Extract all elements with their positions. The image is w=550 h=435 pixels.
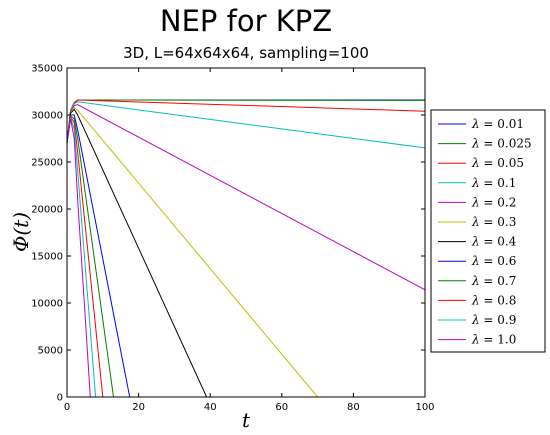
y-tick-label: 5000 — [38, 346, 63, 357]
y-tick-label: 35000 — [31, 64, 63, 75]
chart-title: NEP for KPZ — [159, 4, 333, 38]
series-line-8 — [67, 114, 114, 397]
legend-label-5: λ = 0.3 — [471, 215, 516, 229]
series-line-0 — [67, 99, 425, 144]
x-axis-label: t — [242, 408, 251, 432]
legend-label-6: λ = 0.4 — [471, 235, 517, 249]
y-tick-label: 15000 — [31, 252, 63, 263]
y-axis: 0 5000 10000 15000 20000 25000 30000 35000 — [31, 64, 425, 404]
legend-label-2: λ = 0.05 — [471, 156, 524, 170]
legend-label-1: λ = 0.025 — [471, 137, 532, 151]
legend-box — [430, 109, 546, 353]
series-line-2 — [67, 99, 425, 144]
y-axis-label: Φ(t) — [9, 212, 33, 252]
legend-label-0: λ = 0.01 — [471, 117, 524, 131]
series-line-3 — [67, 101, 425, 149]
legend-label-10: λ = 0.9 — [471, 313, 516, 327]
y-tick-label: 10000 — [31, 299, 63, 310]
series-line-5 — [67, 106, 318, 397]
legend-label-7: λ = 0.6 — [471, 254, 516, 268]
x-tick-label: 100 — [415, 402, 434, 413]
x-tick-label: 0 — [64, 402, 70, 413]
chart-subtitle: 3D, L=64x64x64, sampling=100 — [123, 44, 369, 62]
x-axis: 0 20 40 60 80 100 — [64, 68, 435, 413]
plot-frame — [66, 67, 426, 398]
legend-label-11: λ = 1.0 — [471, 333, 516, 347]
x-tick-label: 20 — [132, 402, 145, 413]
x-tick-label: 80 — [347, 402, 360, 413]
legend-label-9: λ = 0.8 — [471, 293, 516, 307]
y-tick-label: 20000 — [31, 205, 63, 216]
y-tick-label: 0 — [57, 393, 63, 404]
x-tick-label: 60 — [275, 402, 288, 413]
legend-label-4: λ = 0.2 — [471, 195, 516, 209]
series-lines — [67, 99, 425, 397]
legend-label-8: λ = 0.7 — [471, 274, 516, 288]
series-line-1 — [67, 99, 425, 144]
series-line-4 — [67, 104, 425, 291]
series-line-11 — [67, 118, 91, 397]
x-tick-label: 40 — [204, 402, 217, 413]
y-tick-label: 30000 — [31, 111, 63, 122]
legend: λ = 0.01 λ = 0.025 λ = 0.05 λ = 0.1 λ = 0.2 λ… — [430, 109, 546, 353]
legend-label-3: λ = 0.1 — [471, 176, 516, 190]
y-tick-label: 25000 — [31, 158, 63, 169]
